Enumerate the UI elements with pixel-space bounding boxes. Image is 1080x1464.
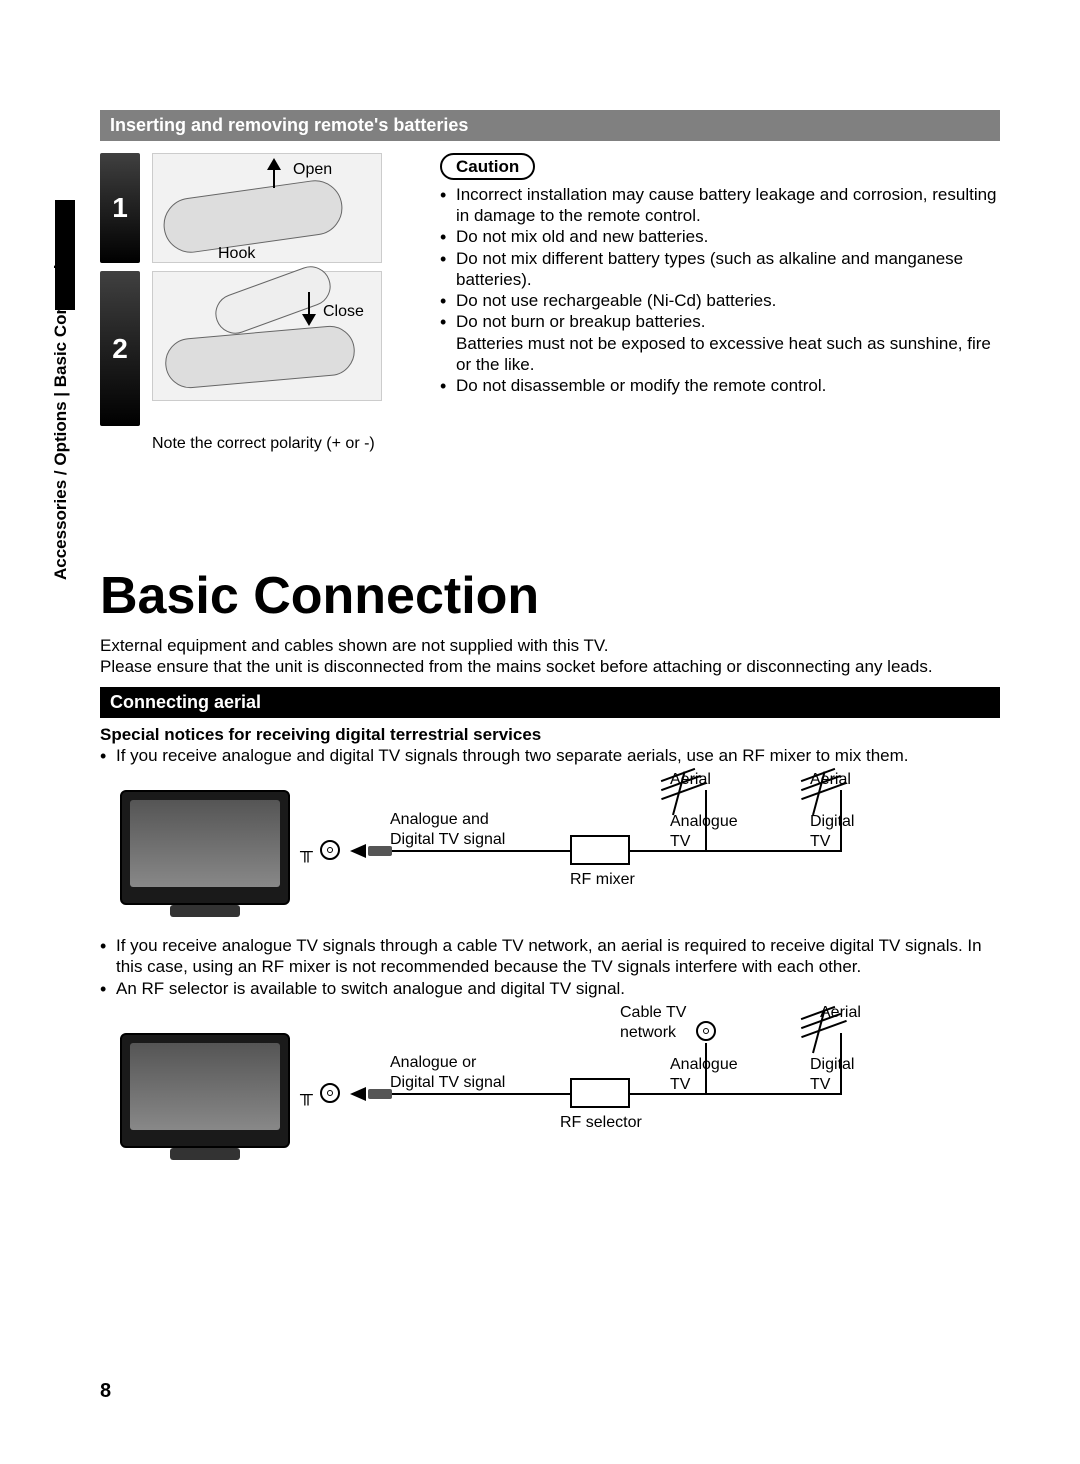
label-anatv: Analogue TV — [670, 812, 738, 852]
port-icon: ╥ — [300, 1083, 313, 1106]
arrow-icon — [350, 1087, 366, 1101]
label-aerial-1: Aerial — [670, 770, 711, 790]
battery-diagrams: 1 Open Hook 2 Close Note the cor — [100, 153, 420, 454]
aerial-header: Connecting aerial — [100, 687, 1000, 718]
battery-step-2: 2 Close — [100, 271, 420, 426]
open-label: Open — [293, 160, 332, 180]
cable-line — [392, 850, 572, 852]
side-label: Accessories / Options | Basic Connection — [50, 244, 71, 580]
plug-icon — [368, 846, 392, 856]
label-digtv-2: Digital TV — [810, 1055, 854, 1095]
label-cabletv: Cable TV network — [620, 1003, 686, 1043]
diagram-close: Close — [152, 271, 382, 401]
caution-item: Do not burn or breakup batteries. — [440, 311, 1000, 332]
notice-2: If you receive analogue TV signals throu… — [100, 935, 1000, 978]
page-title: Basic Connection — [100, 564, 1000, 629]
page-number: 8 — [100, 1379, 111, 1404]
battery-step-1: 1 Open Hook — [100, 153, 420, 263]
plug-icon — [368, 1089, 392, 1099]
battery-header: Inserting and removing remote's batterie… — [100, 110, 1000, 141]
caution-list-2: Do not disassemble or modify the remote … — [440, 375, 1000, 396]
close-label: Close — [323, 302, 364, 322]
aerial-diagram-mixer: ╥ Analogue and Digital TV signal RF mixe… — [100, 770, 1000, 925]
caution-item: Incorrect installation may cause battery… — [440, 184, 1000, 227]
label-ad-signal: Analogue and Digital TV signal — [390, 810, 505, 850]
caution-list: Incorrect installation may cause battery… — [440, 184, 1000, 333]
label-aod-signal: Analogue or Digital TV signal — [390, 1053, 505, 1093]
port-icon: ╥ — [300, 840, 313, 863]
hook-label: Hook — [218, 244, 255, 264]
label-aerial-2: Aerial — [810, 770, 851, 790]
tv-icon — [120, 790, 290, 905]
caution-sub: Batteries must not be exposed to excessi… — [440, 333, 1000, 376]
diagram-open: Open Hook — [152, 153, 382, 263]
label-rfmixer: RF mixer — [570, 870, 635, 890]
notice-3: An RF selector is available to switch an… — [100, 978, 1000, 999]
special-notice-heading: Special notices for receiving digital te… — [100, 724, 1000, 745]
battery-section: 1 Open Hook 2 Close Note the cor — [100, 141, 1000, 454]
aerial-diagram-selector: ╥ Analogue or Digital TV signal RF selec… — [100, 1003, 1000, 1158]
notice-list-2: If you receive analogue TV signals throu… — [100, 935, 1000, 999]
label-rfselector: RF selector — [560, 1113, 642, 1133]
caution-item: Do not use rechargeable (Ni-Cd) batterie… — [440, 290, 1000, 311]
arrow-icon — [350, 844, 366, 858]
caution-item: Do not mix old and new batteries. — [440, 226, 1000, 247]
cable-socket-icon — [696, 1021, 716, 1041]
label-digtv: Digital TV — [810, 812, 854, 852]
caution-label: Caution — [440, 153, 535, 180]
step-number-2: 2 — [100, 271, 140, 426]
caution-item: Do not disassemble or modify the remote … — [440, 375, 1000, 396]
caution-block: Caution Incorrect installation may cause… — [440, 153, 1000, 454]
polarity-note: Note the correct polarity (+ or -) — [152, 434, 420, 454]
rf-selector-box — [570, 1078, 630, 1108]
label-aerial-3: Aerial — [820, 1003, 861, 1023]
socket-icon — [320, 1083, 340, 1103]
label-anatv-2: Analogue TV — [670, 1055, 738, 1095]
tv-icon — [120, 1033, 290, 1148]
caution-item: Do not mix different battery types (such… — [440, 248, 1000, 291]
socket-icon — [320, 840, 340, 860]
intro-text: External equipment and cables shown are … — [100, 635, 1000, 678]
step-number-1: 1 — [100, 153, 140, 263]
rf-mixer-box — [570, 835, 630, 865]
